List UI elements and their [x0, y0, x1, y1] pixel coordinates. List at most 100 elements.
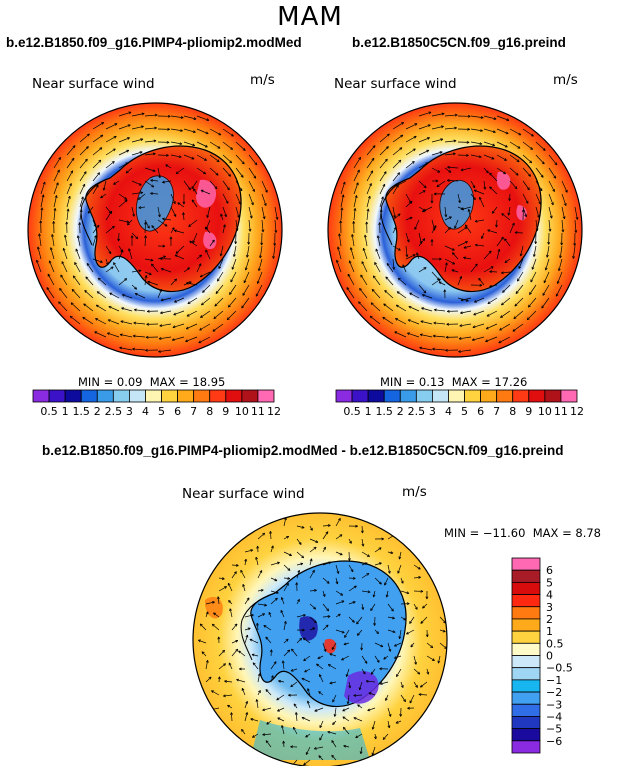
wind-vector-head [114, 123, 118, 126]
wind-vector [199, 271, 211, 278]
wind-vector-head [361, 543, 365, 547]
wind-vector-head [277, 561, 280, 565]
wind-vector-head [479, 196, 482, 200]
wind-vector [255, 556, 259, 566]
wind-vector [322, 561, 332, 566]
wind-vector-head [304, 669, 308, 673]
wind-vector-head [327, 730, 331, 734]
wind-vector-head [269, 531, 272, 534]
colorbar-3-box [511, 667, 541, 681]
panel-1-units: m/s [250, 72, 275, 88]
wind-vector [383, 303, 394, 312]
wind-vector [196, 154, 207, 161]
colorbar-1-label: 5 [158, 405, 165, 418]
wind-vector-head [128, 111, 132, 115]
wind-vector [460, 167, 472, 171]
wind-vector-head [448, 216, 452, 220]
wind-vector-head [355, 182, 359, 186]
wind-vector [183, 115, 197, 120]
wind-vector [410, 642, 415, 648]
wind-vector-head [293, 703, 297, 707]
wind-vector-head [159, 257, 163, 261]
wind-vector [353, 694, 363, 696]
wind-vector [109, 292, 120, 299]
wind-vector-head [519, 253, 523, 257]
wind-vector [370, 302, 381, 312]
wind-vector-head [252, 735, 255, 738]
wind-vector-head [444, 262, 448, 266]
wind-vector [353, 195, 357, 208]
wind-vector [363, 248, 368, 260]
wind-vector [392, 134, 404, 143]
wind-vector [170, 115, 184, 119]
wind-vector-head [414, 226, 417, 230]
wind-vector [105, 211, 113, 221]
wind-vector-head [125, 170, 129, 174]
wind-vector-head [260, 588, 264, 592]
wind-vector-head [495, 224, 499, 228]
wind-vector [209, 167, 219, 176]
wind-vector [399, 551, 402, 560]
wind-vector [335, 577, 338, 585]
wind-vector [132, 348, 146, 351]
wind-vector-head [172, 325, 176, 329]
wind-vector [418, 180, 427, 189]
wind-vector-head [49, 247, 53, 251]
wind-vector-head [275, 591, 279, 594]
wind-vector [196, 167, 206, 175]
wind-vector [72, 275, 81, 286]
wind-vector-head [230, 147, 234, 150]
wind-vector-head [78, 222, 82, 225]
wind-vector [358, 301, 368, 312]
wind-vector-head [180, 115, 184, 119]
wind-vector-head [489, 270, 493, 274]
colorbar-1-box [80, 389, 98, 403]
wind-vector [496, 115, 510, 121]
wind-vector [444, 245, 455, 251]
wind-vector-head [518, 266, 522, 269]
wind-vector [374, 642, 384, 648]
wind-vector-head [281, 725, 284, 728]
colorbar-2-box [544, 389, 562, 403]
wind-vector [474, 219, 485, 222]
wind-vector [385, 694, 389, 701]
wind-vector-head [493, 117, 497, 120]
wind-vector [457, 276, 462, 286]
colorbar-3-label: −1 [546, 674, 562, 687]
wind-vector-head [466, 140, 470, 144]
wind-vector [422, 603, 428, 609]
wind-vector-head [124, 196, 128, 200]
panel-2-title: b.e12.B1850C5CN.f09_g16.preind [352, 35, 566, 50]
wind-vector-head [485, 170, 489, 174]
wind-vector-head [507, 212, 511, 216]
wind-vector [119, 347, 133, 351]
wind-vector [144, 275, 147, 286]
wind-vector-head [53, 208, 57, 211]
wind-vector-head [516, 278, 520, 282]
wind-vector-head [147, 309, 150, 313]
colorbar-2-box [512, 389, 530, 403]
wind-vector [360, 274, 368, 286]
wind-vector [405, 201, 413, 208]
wind-vector [496, 249, 500, 260]
wind-vector [395, 720, 402, 724]
wind-vector [522, 167, 531, 177]
wind-vector [405, 254, 416, 260]
colorbar-3-label: 2 [546, 613, 553, 626]
wind-vector-head [212, 601, 215, 604]
wind-vector-head [355, 735, 359, 739]
wind-vector [74, 262, 81, 273]
wind-vector-head [464, 224, 468, 228]
wind-vector-head [359, 287, 362, 291]
wind-vector [489, 172, 498, 182]
wind-vector-head [388, 648, 392, 652]
wind-vector-head [113, 182, 117, 185]
wind-vector-head [463, 256, 466, 260]
wind-vector-head [574, 230, 578, 233]
wind-vector [561, 219, 564, 233]
wind-vector-head [84, 290, 88, 293]
wind-vector-head [396, 674, 399, 677]
wind-vector [240, 569, 246, 579]
wind-vector-head [187, 301, 191, 305]
wind-vector [53, 208, 56, 221]
